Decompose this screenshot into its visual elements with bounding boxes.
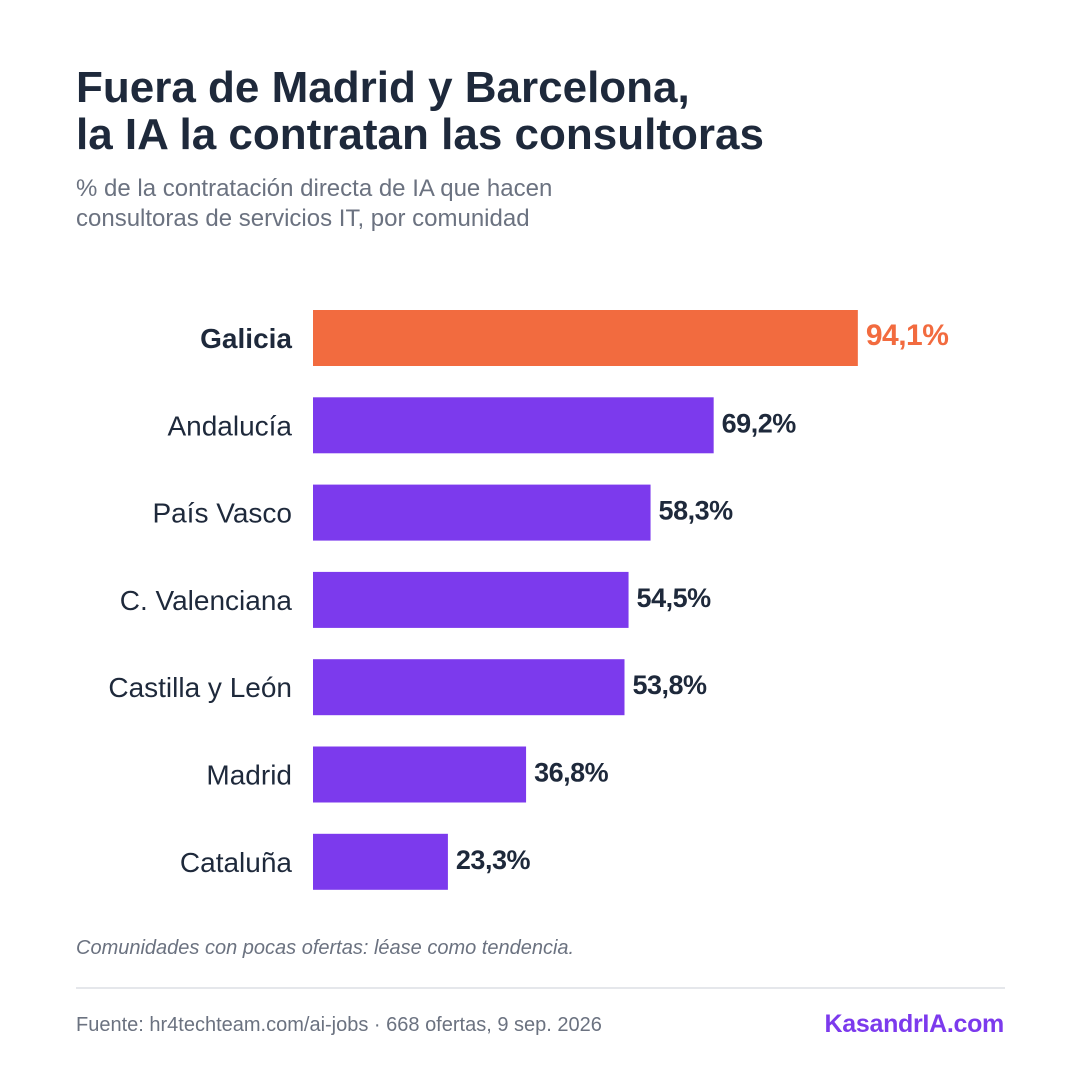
- chart-title-line-2: la IA la contratan las consultoras: [76, 110, 764, 159]
- footnote: Comunidades con pocas ofertas: léase com…: [76, 937, 575, 959]
- value-label: 69,2%: [722, 408, 797, 438]
- chart-subtitle: % de la contratación directa de IA que h…: [76, 174, 552, 234]
- chart-title-line-1: Fuera de Madrid y Barcelona,: [76, 63, 690, 112]
- category-label: País Vasco: [152, 498, 292, 529]
- bar-c-valenciana: [313, 571, 629, 628]
- category-label: Castilla y León: [108, 672, 292, 703]
- bar-castilla-y-leon: [313, 659, 625, 716]
- bar-chart: Galicia 94,1% Andalucía 69,2% País Vasco 58,3…: [108, 310, 949, 890]
- value-label: 54,5%: [637, 583, 712, 613]
- chart-subtitle-line-1: % de la contratación directa de IA que h…: [76, 175, 553, 202]
- value-label: 23,3%: [456, 845, 531, 875]
- category-label: Madrid: [206, 760, 292, 791]
- footer-divider: [76, 987, 1005, 989]
- bar-cataluna: [313, 833, 448, 890]
- source-text: Fuente: hr4techteam.com/ai-jobs · 668 of…: [76, 1014, 602, 1036]
- bar-galicia: [313, 310, 858, 366]
- bar-pais-vasco: [313, 484, 651, 541]
- category-label: Galicia: [200, 323, 292, 354]
- chart-title: Fuera de Madrid y Barcelona, la IA la co…: [76, 64, 764, 158]
- bar-madrid: [313, 746, 527, 803]
- value-label: 94,1%: [866, 319, 949, 352]
- category-label: Andalucía: [167, 410, 292, 441]
- category-label: Cataluña: [180, 847, 293, 878]
- value-label: 53,8%: [633, 670, 708, 700]
- chart-subtitle-line-2: consultoras de servicios IT, por comunid…: [76, 205, 530, 232]
- bar-andalucia: [313, 397, 714, 454]
- value-label: 36,8%: [534, 758, 609, 788]
- category-label: C. Valenciana: [120, 585, 293, 616]
- value-label: 58,3%: [659, 496, 734, 526]
- brand-logo-text[interactable]: KasandrIA.com: [824, 1010, 1005, 1038]
